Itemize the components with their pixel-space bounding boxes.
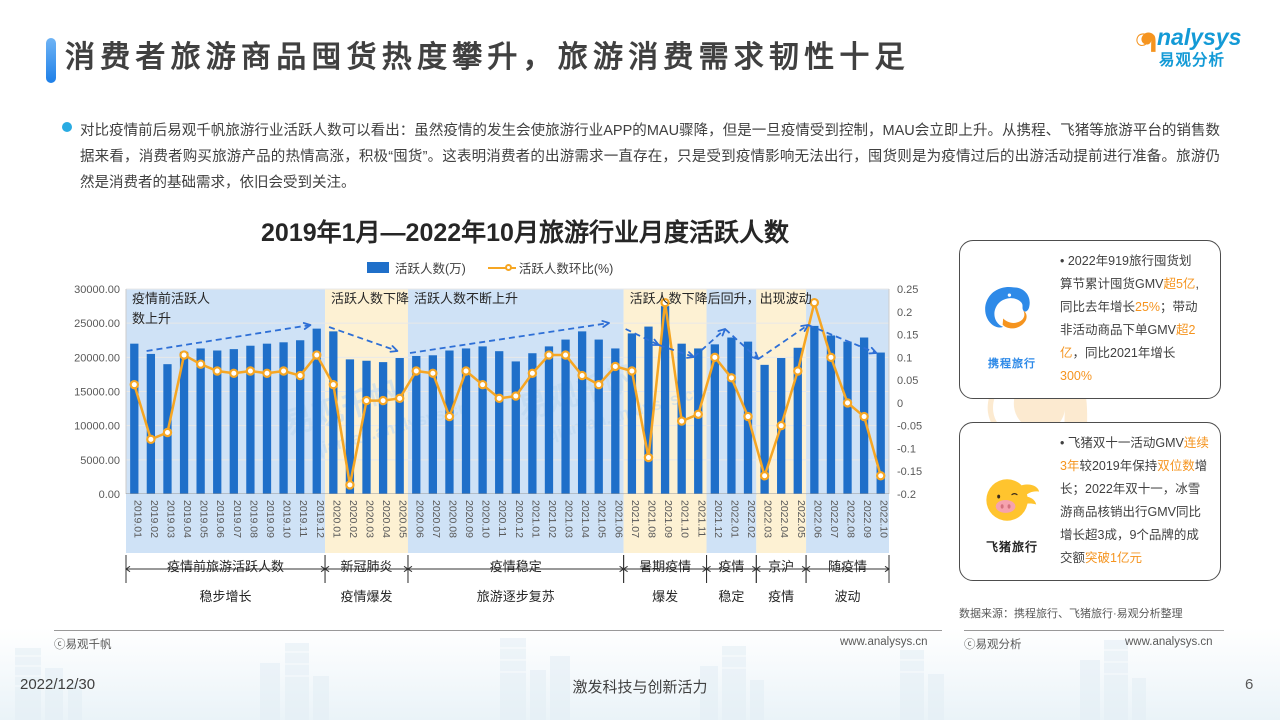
svg-text:2020.07: 2020.07: [430, 500, 442, 538]
svg-text:2020.01: 2020.01: [330, 500, 342, 538]
svg-text:2021.12: 2021.12: [712, 500, 724, 538]
svg-text:2020.06: 2020.06: [413, 500, 425, 538]
svg-text:2020.09: 2020.09: [463, 500, 475, 538]
svg-text:2022.05: 2022.05: [795, 500, 807, 538]
svg-text:疫情: 疫情: [718, 559, 744, 574]
svg-text:2020.12: 2020.12: [513, 500, 525, 538]
svg-text:2019.12: 2019.12: [314, 500, 326, 538]
svg-text:2021.05: 2021.05: [596, 500, 608, 538]
svg-text:2021.02: 2021.02: [546, 500, 558, 538]
svg-text:2020.11: 2020.11: [496, 500, 508, 537]
svg-text:2021.09: 2021.09: [662, 500, 674, 538]
svg-text:2022.06: 2022.06: [811, 500, 823, 538]
svg-text:京沪: 京沪: [768, 559, 794, 574]
svg-text:暑期疫情: 暑期疫情: [639, 559, 691, 574]
svg-text:2019.01: 2019.01: [131, 500, 143, 538]
svg-text:2022.08: 2022.08: [845, 500, 857, 538]
svg-text:数上升: 数上升: [132, 311, 171, 326]
svg-text:2022.04: 2022.04: [778, 500, 790, 538]
svg-text:2019.08: 2019.08: [247, 500, 259, 538]
svg-text:2022.10: 2022.10: [878, 500, 890, 538]
svg-text:2021.03: 2021.03: [563, 500, 575, 538]
svg-text:2020.10: 2020.10: [480, 500, 492, 538]
svg-text:2021.08: 2021.08: [645, 500, 657, 538]
svg-text:稳定: 稳定: [718, 589, 744, 604]
svg-text:2019.06: 2019.06: [214, 500, 226, 538]
svg-text:2019.09: 2019.09: [264, 500, 276, 538]
svg-text:疫情稳定: 疫情稳定: [490, 559, 542, 574]
svg-text:2019.10: 2019.10: [281, 500, 293, 538]
svg-text:2020.08: 2020.08: [446, 500, 458, 538]
svg-text:2021.04: 2021.04: [579, 500, 591, 538]
svg-text:2022.02: 2022.02: [745, 500, 757, 538]
svg-text:活跃人数下降后回升，出现波动: 活跃人数下降后回升，出现波动: [630, 291, 812, 306]
svg-text:2019.02: 2019.02: [148, 500, 160, 538]
svg-text:2022.03: 2022.03: [762, 500, 774, 538]
svg-text:2020.02: 2020.02: [347, 500, 359, 538]
svg-text:疫情爆发: 疫情爆发: [341, 589, 393, 604]
svg-text:2019.04: 2019.04: [181, 500, 193, 538]
svg-text:2021.06: 2021.06: [612, 500, 624, 538]
svg-text:2020.04: 2020.04: [380, 500, 392, 538]
svg-text:2020.05: 2020.05: [397, 500, 409, 538]
svg-text:2019.03: 2019.03: [164, 500, 176, 538]
svg-text:2019.07: 2019.07: [231, 500, 243, 538]
svg-text:疫情: 疫情: [768, 589, 794, 604]
svg-text:2020.03: 2020.03: [364, 500, 376, 538]
svg-text:稳步增长: 稳步增长: [200, 589, 252, 604]
svg-text:疫情前旅游活跃人数: 疫情前旅游活跃人数: [167, 559, 284, 574]
svg-text:新冠肺炎: 新冠肺炎: [341, 559, 393, 574]
svg-text:2022.07: 2022.07: [828, 500, 840, 538]
svg-text:活跃人数下降: 活跃人数下降: [331, 291, 409, 306]
svg-text:2019.05: 2019.05: [198, 500, 210, 538]
svg-text:随疫情: 随疫情: [828, 559, 867, 574]
svg-text:2019.11: 2019.11: [297, 500, 309, 537]
svg-text:2021.10: 2021.10: [679, 500, 691, 538]
svg-text:2022.01: 2022.01: [728, 500, 740, 538]
svg-text:疫情前活跃人: 疫情前活跃人: [132, 291, 210, 306]
svg-text:2021.01: 2021.01: [529, 500, 541, 538]
svg-text:爆发: 爆发: [652, 589, 678, 604]
svg-text:2022.09: 2022.09: [861, 500, 873, 538]
svg-text:活跃人数不断上升: 活跃人数不断上升: [414, 291, 518, 306]
svg-text:旅游逐步复苏: 旅游逐步复苏: [477, 589, 555, 604]
svg-text:波动: 波动: [835, 589, 861, 604]
svg-text:2021.11: 2021.11: [695, 500, 707, 537]
svg-text:2021.07: 2021.07: [629, 500, 641, 538]
